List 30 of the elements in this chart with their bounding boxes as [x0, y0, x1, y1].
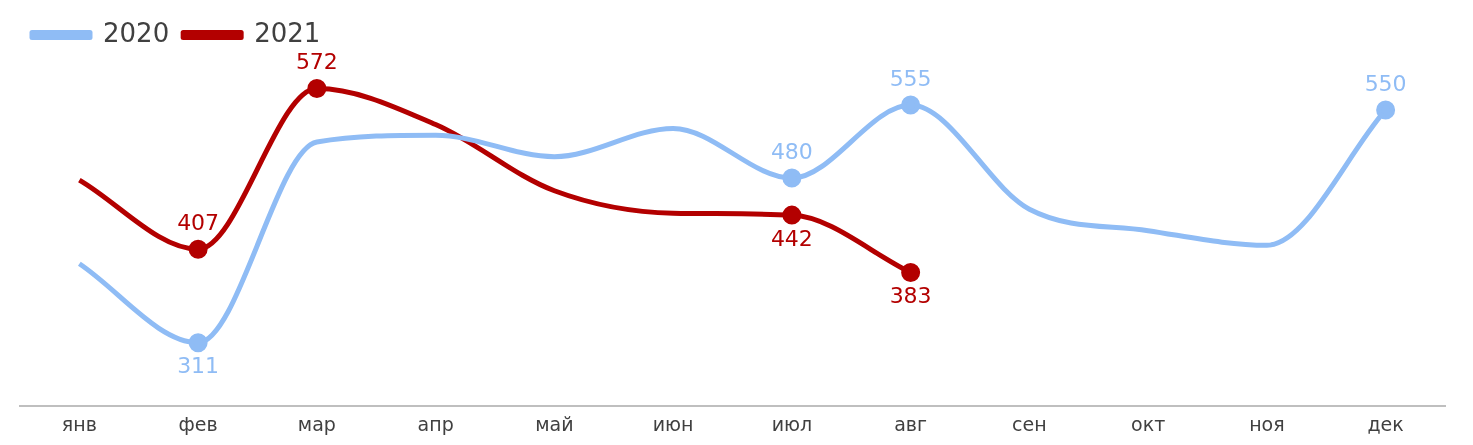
data-label: 572: [295, 49, 338, 75]
point: [188, 333, 208, 353]
data-label: 555: [889, 65, 932, 91]
x-tick-label: авг: [894, 412, 928, 435]
x-tick-label: фев: [178, 412, 218, 435]
point: [1376, 100, 1396, 120]
data-label: 442: [770, 225, 813, 251]
x-tick-label: мар: [297, 412, 336, 435]
point: [188, 239, 208, 259]
x-tick-label: окт: [1131, 412, 1166, 435]
x-tick-label: апр: [417, 412, 454, 435]
x-tick-label: май: [535, 412, 574, 435]
point: [307, 79, 327, 98]
legend-label: 2021: [254, 17, 321, 48]
x-tick-label: сен: [1012, 412, 1047, 435]
x-tick-label: янв: [61, 412, 97, 435]
data-label: 550: [1364, 70, 1407, 96]
x-tick-label: июл: [771, 412, 813, 435]
point: [901, 95, 921, 115]
data-label: 480: [770, 138, 813, 164]
data-label: 311: [177, 353, 220, 379]
point: [901, 263, 921, 283]
data-label: 383: [889, 283, 932, 309]
data-label: 407: [177, 209, 220, 235]
legend-label: 2020: [103, 17, 170, 48]
x-tick-label: июн: [652, 412, 694, 435]
x-tick-label: дек: [1367, 412, 1404, 435]
x-tick-label: ноя: [1249, 412, 1285, 435]
point: [782, 168, 802, 188]
point: [782, 205, 802, 225]
